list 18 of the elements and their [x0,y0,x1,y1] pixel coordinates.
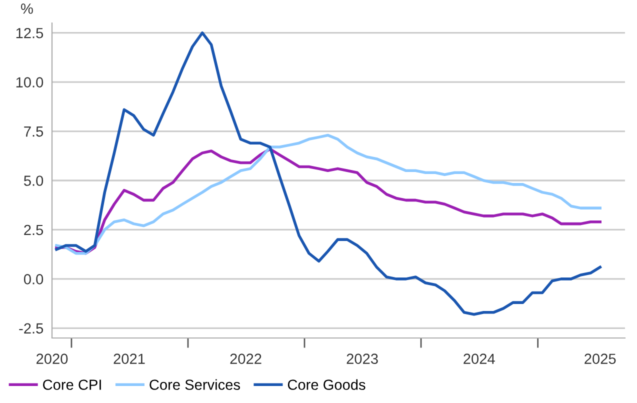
x-tick-label: 2023 [346,354,378,364]
y-tick-label: -2.5 [19,323,44,334]
line-series [55,31,602,316]
y-tick-label: 10.0 [16,77,44,88]
y-tick-label: 5.0 [24,176,44,186]
x-tick-label: 2020 [36,354,68,364]
x-tick-label: 2025 [584,354,616,364]
legend-label: Core Services [150,379,240,390]
y-tick-label: 2.5 [24,224,44,236]
y-axis-title: % [21,4,33,14]
y-tick-label: 7.5 [24,126,44,137]
legend-label: Core Goods [288,379,366,390]
y-tick-label: 12.5 [16,28,44,38]
x-tick-label: 2024 [464,354,495,364]
legend-label: Core CPI [43,380,101,390]
x-tick-label: 2021 [114,354,145,364]
y-tick-label: 0.0 [24,274,44,284]
x-tick-label: 2022 [230,354,262,364]
